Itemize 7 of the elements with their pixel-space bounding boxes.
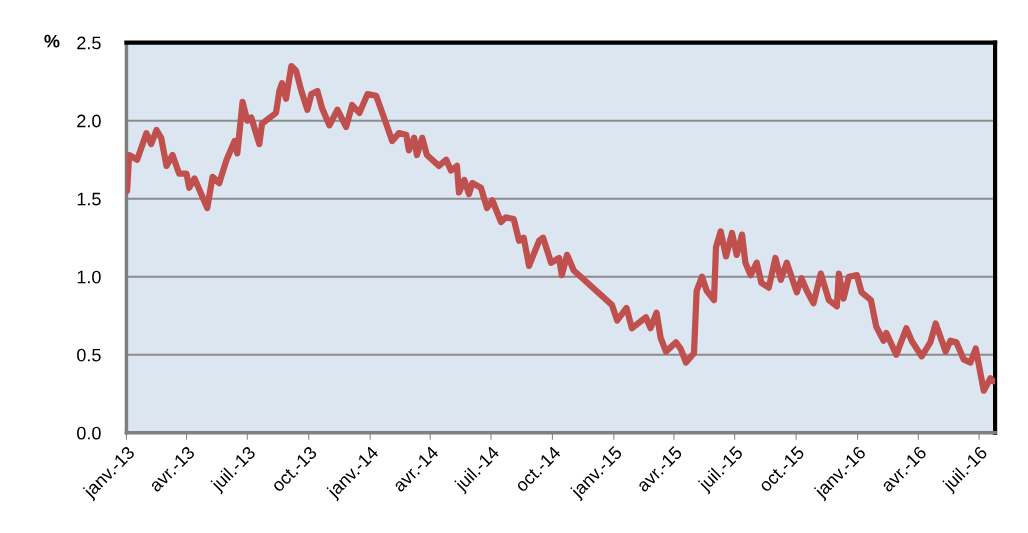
y-tick-label: 0.0	[77, 426, 101, 440]
y-axis-title: %	[44, 34, 60, 48]
y-tick-label: 0.5	[77, 348, 101, 362]
y-tick-label: 2.0	[77, 114, 101, 128]
y-tick-label: 1.0	[77, 270, 101, 284]
y-tick-label: 1.5	[77, 192, 101, 206]
y-tick-label: 2.5	[77, 36, 101, 50]
